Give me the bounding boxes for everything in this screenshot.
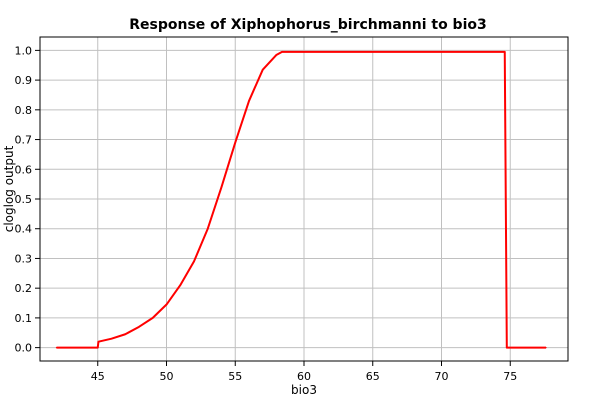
y-tick-label-0: 0.0 bbox=[15, 342, 33, 355]
y-tick-label-10: 1.0 bbox=[15, 44, 33, 57]
y-tick-label-5: 0.5 bbox=[15, 193, 33, 206]
axis-ticks: 45 50 55 60 65 70 75 0.0 0.1 0.2 0.3 0.4 0.5 0.6 0.7 0.… bbox=[15, 44, 518, 383]
y-tick-label-6: 0.6 bbox=[15, 163, 33, 176]
series-0-point-17 bbox=[504, 51, 506, 53]
series-layer bbox=[55, 50, 547, 349]
series-0-point-6 bbox=[152, 317, 154, 319]
series-0-point-5 bbox=[138, 326, 140, 328]
series-0-point-12 bbox=[234, 141, 236, 144]
x-tick-label-0: 45 bbox=[91, 370, 105, 383]
series-0-point-3 bbox=[110, 338, 113, 340]
x-tick-label-6: 75 bbox=[503, 370, 517, 383]
series-line-0 bbox=[56, 50, 546, 349]
series-0-point-18 bbox=[506, 347, 508, 349]
chart-title: Response of Xiphophorus_birchmanni to bi… bbox=[129, 17, 487, 33]
series-0-point-16 bbox=[281, 51, 283, 53]
x-tick-label-2: 55 bbox=[228, 370, 242, 383]
series-0-point-11 bbox=[220, 186, 223, 188]
x-tick-label-4: 65 bbox=[366, 370, 380, 383]
x-tick-label-3: 60 bbox=[297, 370, 311, 383]
series-0-point-9 bbox=[193, 260, 195, 263]
y-tick-label-4: 0.4 bbox=[15, 223, 33, 236]
series-0-point-19 bbox=[545, 347, 547, 349]
y-tick-label-3: 0.3 bbox=[15, 252, 33, 265]
series-0-point-0 bbox=[55, 347, 58, 349]
series-0-group bbox=[55, 50, 547, 349]
x-tick-label-5: 70 bbox=[435, 370, 449, 383]
series-0-point-7 bbox=[165, 303, 168, 306]
y-tick-label-9: 0.9 bbox=[15, 74, 33, 87]
series-0-point-10 bbox=[207, 228, 209, 230]
series-0-point-4 bbox=[124, 333, 126, 335]
x-axis-label: bio3 bbox=[291, 383, 317, 397]
series-0-point-2 bbox=[97, 341, 100, 343]
y-tick-label-7: 0.7 bbox=[15, 134, 33, 147]
y-axis-label: cloglog output bbox=[2, 145, 16, 232]
series-0-point-14 bbox=[262, 69, 264, 71]
series-0-point-15 bbox=[275, 54, 278, 56]
y-tick-label-2: 0.2 bbox=[15, 282, 33, 295]
x-tick-label-1: 50 bbox=[160, 370, 174, 383]
grid-lines bbox=[40, 37, 568, 361]
series-0-point-8 bbox=[179, 284, 181, 286]
series-0-point-13 bbox=[248, 100, 250, 102]
y-tick-label-8: 0.8 bbox=[15, 104, 33, 117]
series-0-point-1 bbox=[97, 347, 99, 349]
y-tick-label-1: 0.1 bbox=[15, 312, 33, 325]
